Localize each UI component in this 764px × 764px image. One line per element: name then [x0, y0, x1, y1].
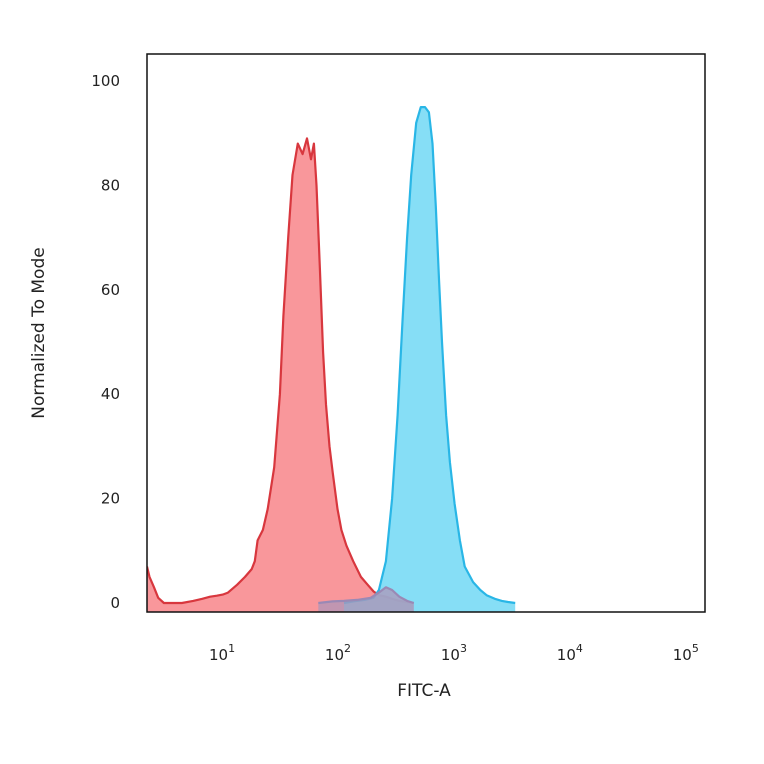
y-tick-label: 80 — [101, 176, 120, 194]
series-layer — [147, 106, 516, 612]
series-1-area — [147, 138, 414, 612]
series-2-area — [344, 107, 516, 612]
y-tick-label: 100 — [91, 72, 120, 90]
y-tick-label: 40 — [101, 385, 120, 403]
y-tick-labels: 0 20 40 60 80 100 — [91, 72, 120, 612]
series-3-area — [318, 587, 414, 612]
plot-frame — [146, 53, 706, 613]
x-tick-label: 105 — [673, 642, 699, 664]
series-3-line — [318, 586, 415, 605]
series-2-line — [343, 106, 516, 605]
series-1-line — [147, 137, 414, 605]
x-tick-labels: 101 102 103 104 105 — [209, 642, 699, 664]
x-tick-label: 103 — [441, 642, 467, 664]
y-tick-label: 0 — [110, 594, 120, 612]
y-axis-title: Normalized To Mode — [29, 247, 49, 418]
x-tick-label: 104 — [557, 642, 583, 664]
y-tick-label: 60 — [101, 281, 120, 299]
y-tick-label: 20 — [101, 490, 120, 508]
x-tick-label: 101 — [209, 642, 235, 664]
x-tick-label: 102 — [325, 642, 351, 664]
x-axis-title: FITC-A — [397, 681, 451, 701]
